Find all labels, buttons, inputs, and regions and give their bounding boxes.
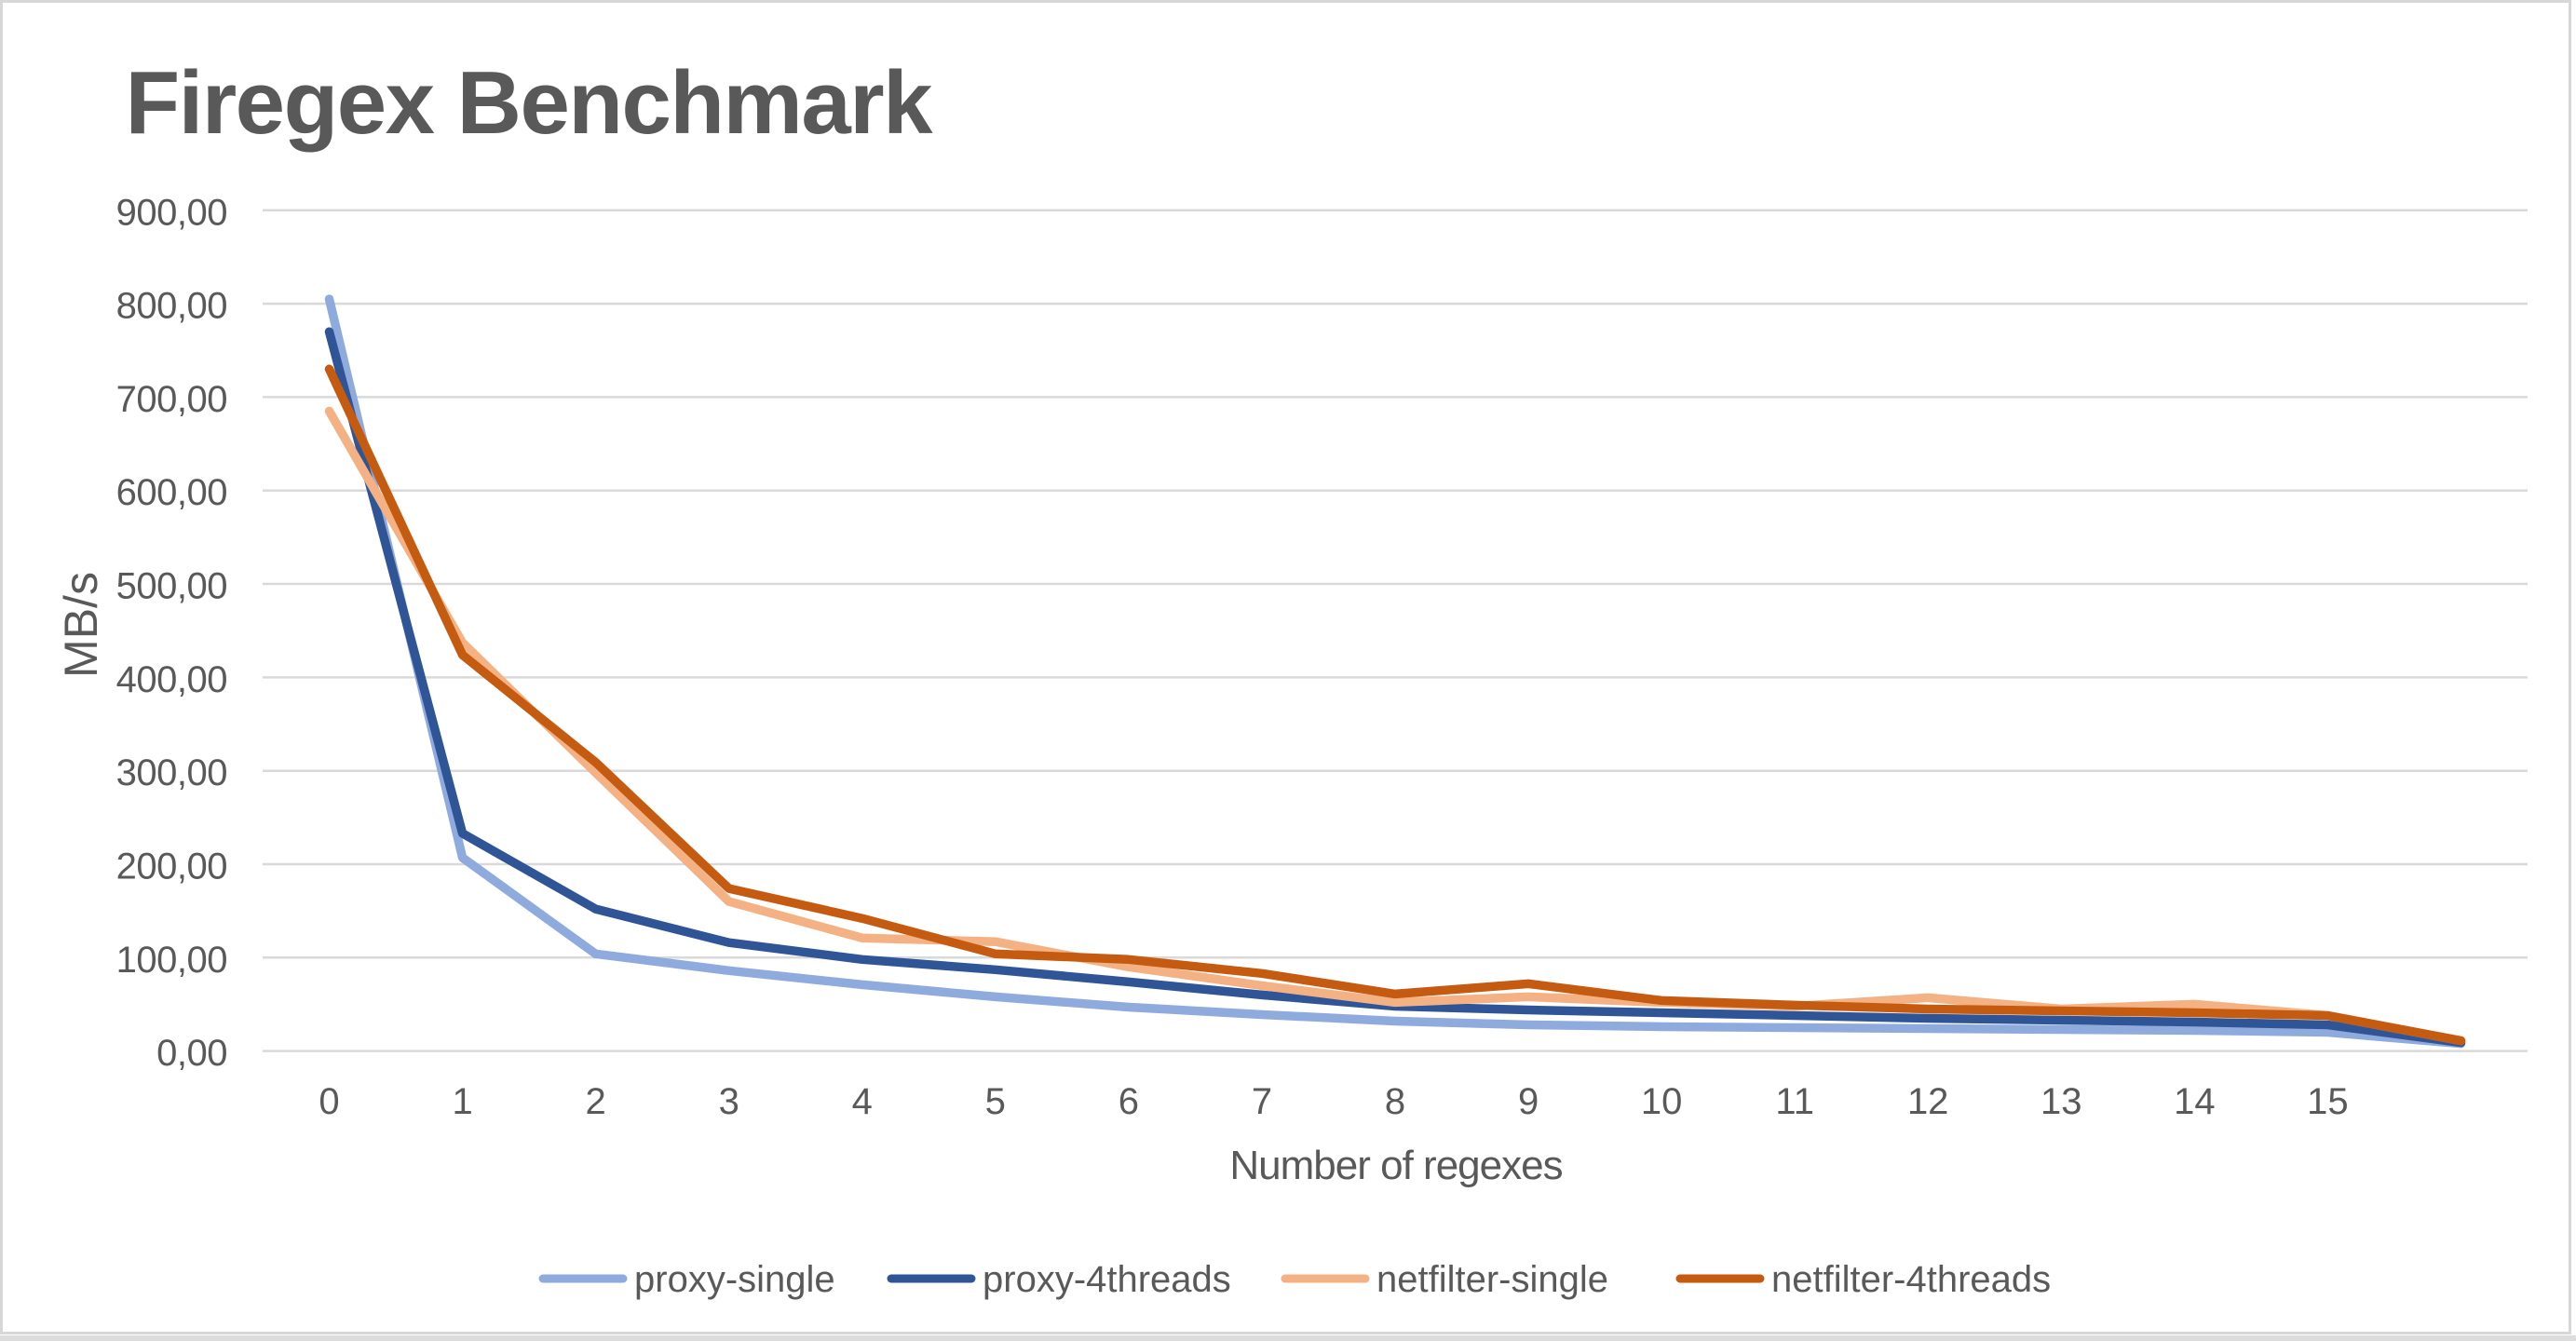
svg-text:15: 15 bbox=[2307, 1081, 2349, 1122]
svg-text:Firegex Benchmark: Firegex Benchmark bbox=[126, 53, 934, 153]
svg-text:netfilter-4threads: netfilter-4threads bbox=[1771, 1259, 2051, 1300]
svg-text:6: 6 bbox=[1119, 1081, 1139, 1122]
svg-text:400,00: 400,00 bbox=[116, 659, 227, 700]
svg-text:100,00: 100,00 bbox=[116, 940, 227, 981]
svg-text:5: 5 bbox=[985, 1081, 1006, 1122]
svg-text:600,00: 600,00 bbox=[116, 472, 227, 513]
svg-text:300,00: 300,00 bbox=[116, 752, 227, 793]
svg-text:14: 14 bbox=[2174, 1081, 2216, 1122]
svg-text:12: 12 bbox=[1907, 1081, 1949, 1122]
svg-text:4: 4 bbox=[852, 1081, 873, 1122]
svg-text:900,00: 900,00 bbox=[116, 192, 227, 233]
svg-text:9: 9 bbox=[1518, 1081, 1539, 1122]
svg-text:200,00: 200,00 bbox=[116, 847, 227, 887]
svg-text:1: 1 bbox=[452, 1081, 472, 1122]
svg-text:MB/s: MB/s bbox=[55, 572, 107, 678]
svg-text:11: 11 bbox=[1775, 1081, 1814, 1122]
svg-text:0,00: 0,00 bbox=[156, 1033, 227, 1074]
svg-text:0: 0 bbox=[319, 1081, 339, 1122]
svg-text:10: 10 bbox=[1641, 1081, 1683, 1122]
svg-text:7: 7 bbox=[1252, 1081, 1272, 1122]
svg-text:13: 13 bbox=[2040, 1081, 2082, 1122]
svg-text:3: 3 bbox=[719, 1081, 739, 1122]
svg-text:2: 2 bbox=[585, 1081, 605, 1122]
svg-text:proxy-single: proxy-single bbox=[634, 1259, 835, 1300]
svg-text:700,00: 700,00 bbox=[116, 379, 227, 420]
svg-text:netfilter-single: netfilter-single bbox=[1376, 1259, 1608, 1300]
svg-text:8: 8 bbox=[1385, 1081, 1405, 1122]
svg-text:800,00: 800,00 bbox=[116, 286, 227, 327]
svg-text:Number of regexes: Number of regexes bbox=[1229, 1143, 1562, 1188]
svg-text:500,00: 500,00 bbox=[116, 566, 227, 607]
svg-text:proxy-4threads: proxy-4threads bbox=[983, 1259, 1231, 1300]
